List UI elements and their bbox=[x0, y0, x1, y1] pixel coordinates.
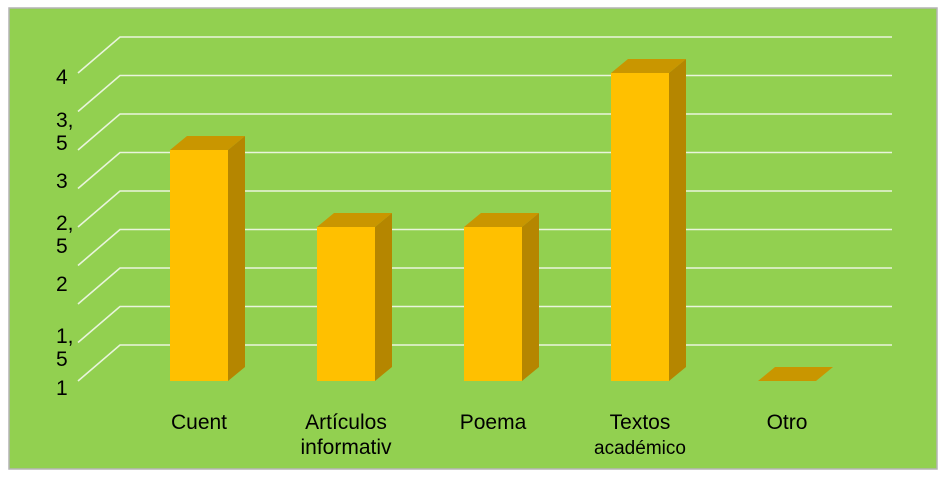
bar-side-face bbox=[669, 59, 686, 381]
bar-1 bbox=[170, 136, 245, 381]
category-label: Poema bbox=[460, 411, 527, 434]
y-tick-label: 1 bbox=[56, 377, 68, 400]
bar-top-face bbox=[611, 59, 686, 73]
bar-top-face bbox=[464, 213, 539, 227]
y-tick-label: 2, 5 bbox=[56, 212, 74, 258]
bar-front-face bbox=[317, 227, 375, 381]
category-label: Artículos informativ bbox=[300, 411, 392, 459]
y-tick-label: 3 bbox=[56, 170, 68, 193]
bar-side-face bbox=[375, 213, 392, 381]
bar-5 bbox=[758, 367, 833, 381]
bar-front-face bbox=[464, 227, 522, 381]
bar-side-face bbox=[228, 136, 245, 381]
bar-side-face bbox=[522, 213, 539, 381]
y-tick-label: 2 bbox=[56, 273, 68, 296]
y-axis-ticks: 1 1, 5 2 2, 5 3 3, 5 4 bbox=[56, 66, 74, 400]
y-tick-label: 3, 5 bbox=[56, 109, 74, 155]
bar-front-face bbox=[170, 150, 228, 381]
bar-4 bbox=[611, 59, 686, 381]
bar-top-face bbox=[758, 367, 833, 381]
gridline bbox=[77, 36, 892, 74]
y-tick-label: 1, 5 bbox=[56, 325, 74, 371]
bar-2 bbox=[317, 213, 392, 381]
bar-top-face bbox=[317, 213, 392, 227]
category-label: Otro bbox=[767, 411, 808, 434]
bars bbox=[170, 59, 833, 381]
category-label: Cuent bbox=[171, 411, 227, 434]
bar-3 bbox=[464, 213, 539, 381]
bar-front-face bbox=[611, 73, 669, 381]
bar-top-face bbox=[170, 136, 245, 150]
x-axis-categories: Cuent Artículos informativ Poema Textos ac… bbox=[171, 411, 807, 459]
y-tick-label: 4 bbox=[56, 66, 68, 89]
category-label: Textos académico bbox=[594, 411, 686, 459]
